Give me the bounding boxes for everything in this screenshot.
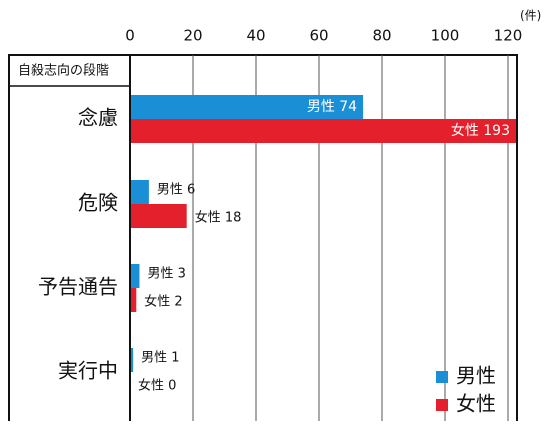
data-label: 女性 2 <box>144 294 182 310</box>
data-label: 女性 193 <box>451 122 510 139</box>
data-label: 男性 74 <box>307 99 357 115</box>
frame <box>8 54 518 425</box>
bar <box>130 180 149 204</box>
x-tick-label: 0 <box>125 27 135 45</box>
data-label: 男性 3 <box>147 267 185 282</box>
legend-swatch <box>436 371 448 383</box>
bar <box>130 348 134 372</box>
legend-label: 男性 <box>456 364 496 388</box>
legend-swatch <box>436 399 448 411</box>
x-tick-label: 20 <box>183 27 202 45</box>
x-tick-label: 60 <box>309 27 328 45</box>
data-label: 女性 18 <box>195 210 242 226</box>
data-label: 女性 0 <box>138 378 176 394</box>
unit-label: (件) <box>520 9 541 23</box>
bar <box>130 119 516 143</box>
category-label: 念慮 <box>78 106 118 130</box>
data-label: 男性 1 <box>141 351 179 366</box>
x-tick-label: 120 <box>494 27 523 45</box>
x-tick-label: 80 <box>372 27 391 45</box>
data-label: 男性 6 <box>157 183 195 198</box>
category-label: 予告通告 <box>38 275 118 299</box>
bar <box>130 264 140 288</box>
x-tick-label: 100 <box>431 27 460 45</box>
x-tick-label: 40 <box>246 27 265 45</box>
category-label: 実行中 <box>58 359 118 383</box>
y-axis-label: 自殺志向の段階 <box>18 63 109 79</box>
category-label: 危険 <box>78 191 118 215</box>
bar <box>130 204 187 228</box>
bar <box>130 288 137 312</box>
bar <box>130 95 364 119</box>
legend-label: 女性 <box>456 392 496 416</box>
